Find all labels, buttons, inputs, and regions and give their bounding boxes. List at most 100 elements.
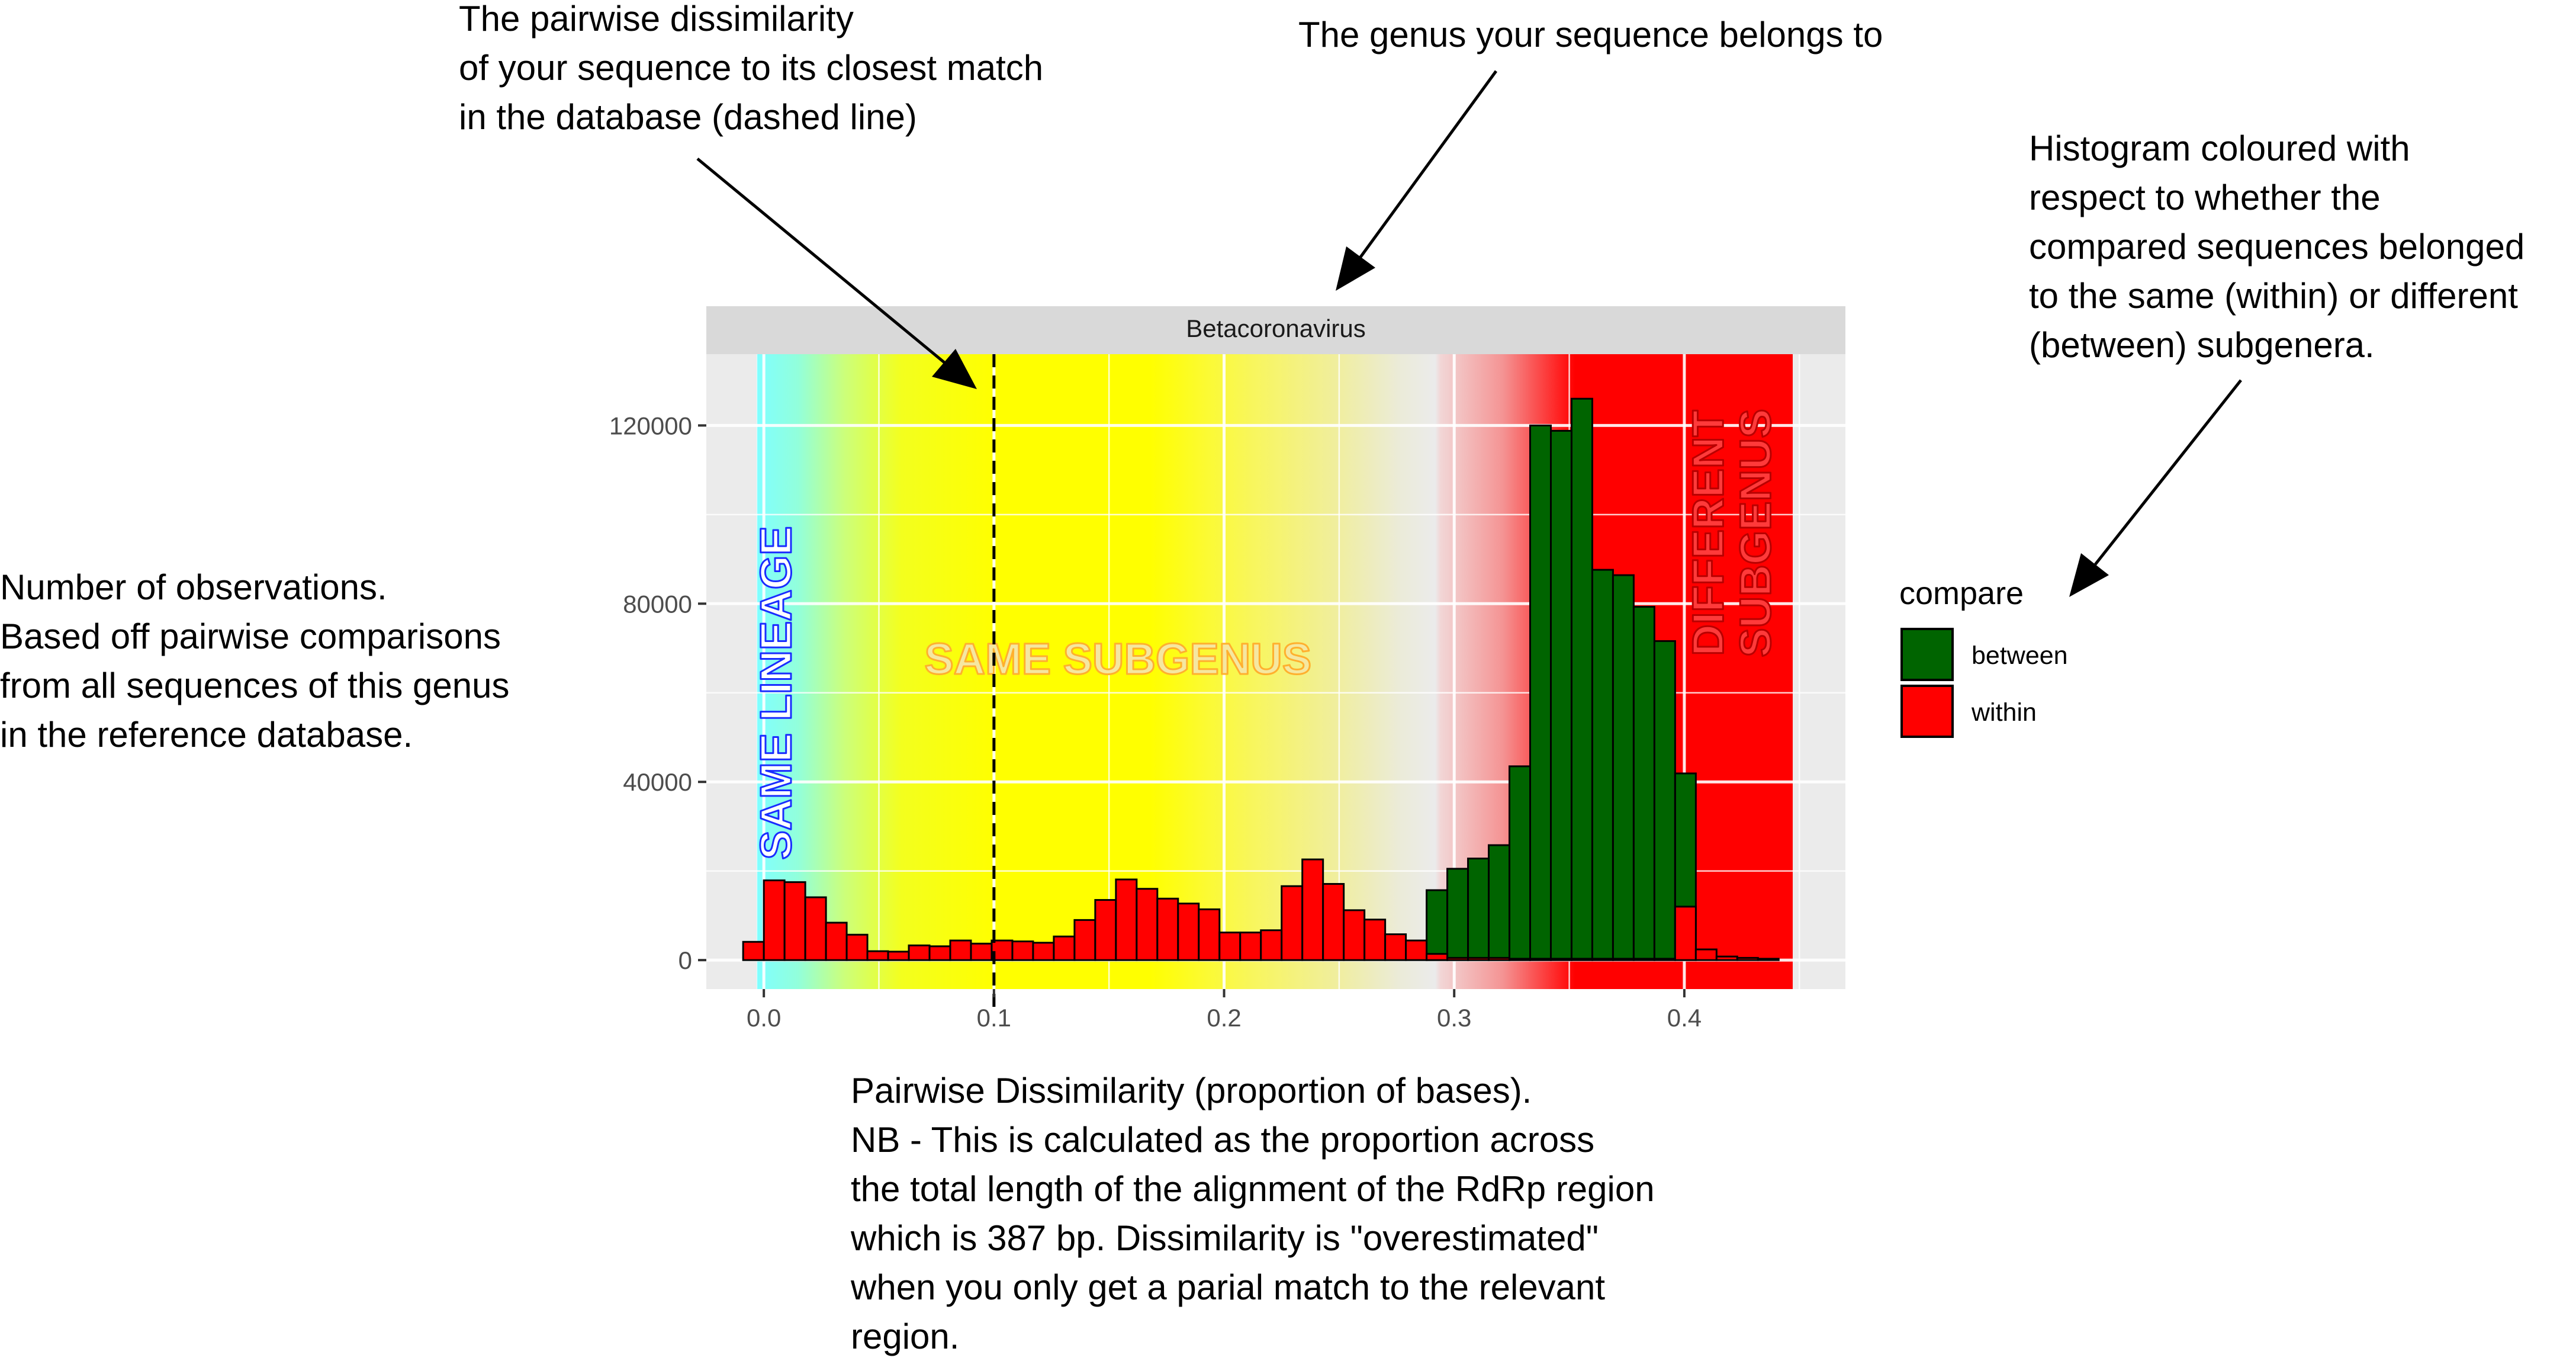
note-line: to the same (within) or different (2029, 276, 2518, 316)
y-tick-label: 80000 (623, 590, 692, 618)
bar-within (1549, 958, 1572, 961)
bar-within (1591, 958, 1614, 961)
bar-between (1591, 569, 1614, 961)
note-line: Number of observations. (0, 567, 387, 607)
note-line: of your sequence to its closest match (459, 48, 1044, 88)
region-label-different-subgenus: DIFFERENT (1683, 410, 1732, 656)
bar-within (1509, 958, 1531, 961)
bar-within (742, 940, 765, 961)
note-line: respect to whether the (2029, 178, 2381, 217)
bar-within (1094, 899, 1117, 961)
bar-within (949, 939, 972, 961)
x-tick-label: 0.3 (1437, 1004, 1471, 1032)
bar-within (1011, 940, 1034, 961)
y-tick-label: 120000 (609, 412, 692, 439)
bar-within (1073, 919, 1096, 961)
histogram-annotation: Histogram coloured with respect to wheth… (2029, 124, 2524, 370)
bar-within (1467, 956, 1490, 961)
bar-within (1156, 897, 1179, 961)
legend-label-within: within (1971, 698, 2037, 727)
x-axis: 0.0 0.1 0.2 0.3 0.4 (747, 989, 1702, 1032)
bar-within (763, 879, 786, 961)
y-axis: 0 40000 80000 120000 (609, 412, 706, 974)
x-tick-label: 0.1 (977, 1004, 1011, 1032)
bar-within (1115, 878, 1138, 961)
bar-within (1612, 958, 1635, 961)
y-tick-label: 40000 (623, 768, 692, 796)
bar-within (1426, 953, 1449, 961)
bar-within (1281, 885, 1304, 961)
bar-within (1136, 888, 1159, 961)
bar-between (1488, 844, 1511, 961)
bar-within (1674, 906, 1697, 961)
region-label-same-subgenus: SAME SUBGENUS (924, 634, 1311, 683)
note-line: (between) subgenera. (2029, 325, 2375, 365)
bar-between (1612, 574, 1635, 961)
region-label-same-lineage: SAME LINEAGE (751, 526, 800, 859)
bar-within (1322, 882, 1345, 961)
legend-key-between (1900, 628, 1954, 681)
bar-within (1260, 929, 1283, 961)
bar-within (1384, 933, 1407, 961)
arrow-genus (1359, 70, 1498, 258)
bar-within (1363, 919, 1387, 961)
bar-within (1736, 956, 1759, 961)
arrowhead-dissimilarity (932, 349, 977, 389)
note-line: which is 387 bp. Dissimilarity is "overe… (851, 1218, 1599, 1258)
bar-within (1694, 948, 1718, 961)
facet-label: Betacoronavirus (1186, 314, 1366, 342)
bar-within (1198, 908, 1221, 961)
legend-key-within (1900, 685, 1954, 738)
genus-annotation: The genus your sequence belongs to (1298, 10, 1883, 59)
histogram-bars (742, 397, 1780, 961)
bar-within (887, 951, 910, 961)
bar-within (1053, 935, 1076, 961)
note-line: Histogram coloured with (2029, 129, 2410, 168)
observations-annotation: Number of observations. Based off pairwi… (0, 563, 509, 759)
bar-within (1757, 958, 1780, 961)
bar-between (1509, 765, 1531, 961)
bar-within (804, 896, 827, 961)
bar-within (1653, 958, 1676, 961)
bar-between (1570, 397, 1593, 961)
note-line: region. (851, 1317, 960, 1356)
bar-within (1632, 958, 1655, 961)
bar-within (866, 950, 889, 961)
y-tick-label: 0 (678, 946, 692, 974)
note-line: in the reference database. (0, 715, 413, 755)
bar-within (825, 922, 848, 961)
x-tick-label: 0.0 (747, 1004, 781, 1032)
legend-label-between: between (1972, 641, 2068, 670)
x-axis-annotation: Pairwise Dissimilarity (proportion of ba… (851, 1066, 1655, 1361)
note-line: Pairwise Dissimilarity (proportion of ba… (851, 1071, 1532, 1110)
bar-within (783, 881, 806, 961)
bar-between (1632, 606, 1655, 961)
annotation-arrows (696, 70, 2242, 597)
bar-within (1177, 903, 1200, 961)
bar-between (1549, 429, 1572, 961)
region-label-different-subgenus: SUBGENUS (1731, 409, 1780, 657)
note-line: NB - This is calculated as the proportio… (851, 1120, 1595, 1160)
bar-within (1405, 939, 1428, 961)
note-line: The genus your sequence belongs to (1298, 15, 1883, 54)
arrow-histogram (2094, 379, 2242, 566)
legend-title: compare (1899, 576, 2024, 611)
note-line: compared sequences belonged (2029, 227, 2525, 267)
bar-within (1032, 942, 1055, 961)
x-tick-label: 0.2 (1207, 1004, 1241, 1032)
bar-within (1529, 958, 1552, 961)
note-line: the total length of the alignment of the… (851, 1169, 1655, 1209)
bar-within (1570, 958, 1593, 961)
arrowhead-histogram (2069, 553, 2109, 597)
bar-between (1529, 424, 1552, 961)
arrowhead-genus (1336, 246, 1375, 291)
note-line: when you only get a parial match to the … (851, 1267, 1606, 1307)
note-line: The pairwise dissimilarity (459, 0, 854, 38)
grid-lines (706, 354, 1845, 989)
note-line: Based off pairwise comparisons (0, 617, 501, 656)
bar-within (970, 942, 993, 961)
bar-within (1488, 956, 1511, 961)
bar-between (1467, 858, 1490, 961)
bar-within (928, 945, 951, 961)
